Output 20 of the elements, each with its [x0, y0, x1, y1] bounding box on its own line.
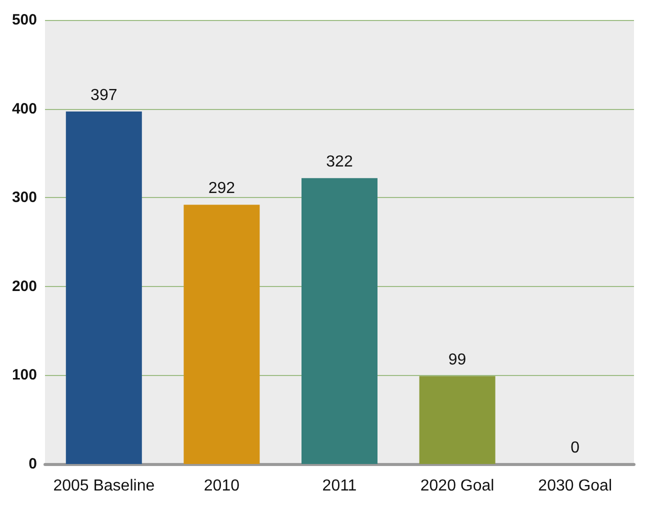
x-tick-label: 2010 [204, 478, 240, 494]
data-label: 0 [570, 440, 580, 456]
y-tick-label: 400 [12, 100, 37, 118]
x-tick-label: 2030 Goal [538, 478, 612, 494]
data-label: 397 [90, 86, 118, 104]
bar [419, 376, 496, 464]
x-tick-label: 2020 Goal [420, 478, 494, 494]
x-tick-label: 2011 [322, 478, 357, 494]
bar [66, 111, 142, 464]
y-tick-label: 200 [12, 278, 37, 295]
y-tick-label: 500 [12, 12, 37, 28]
y-tick-label: 100 [12, 366, 37, 384]
y-tick-label: 0 [28, 456, 37, 472]
bar [184, 204, 260, 464]
data-label: 292 [208, 180, 236, 198]
data-label: 322 [326, 154, 353, 171]
x-tick-label: 2005 Baseline [53, 478, 155, 494]
y-tick-label: 300 [12, 189, 37, 206]
data-label: 99 [448, 352, 466, 369]
bar [302, 178, 378, 464]
